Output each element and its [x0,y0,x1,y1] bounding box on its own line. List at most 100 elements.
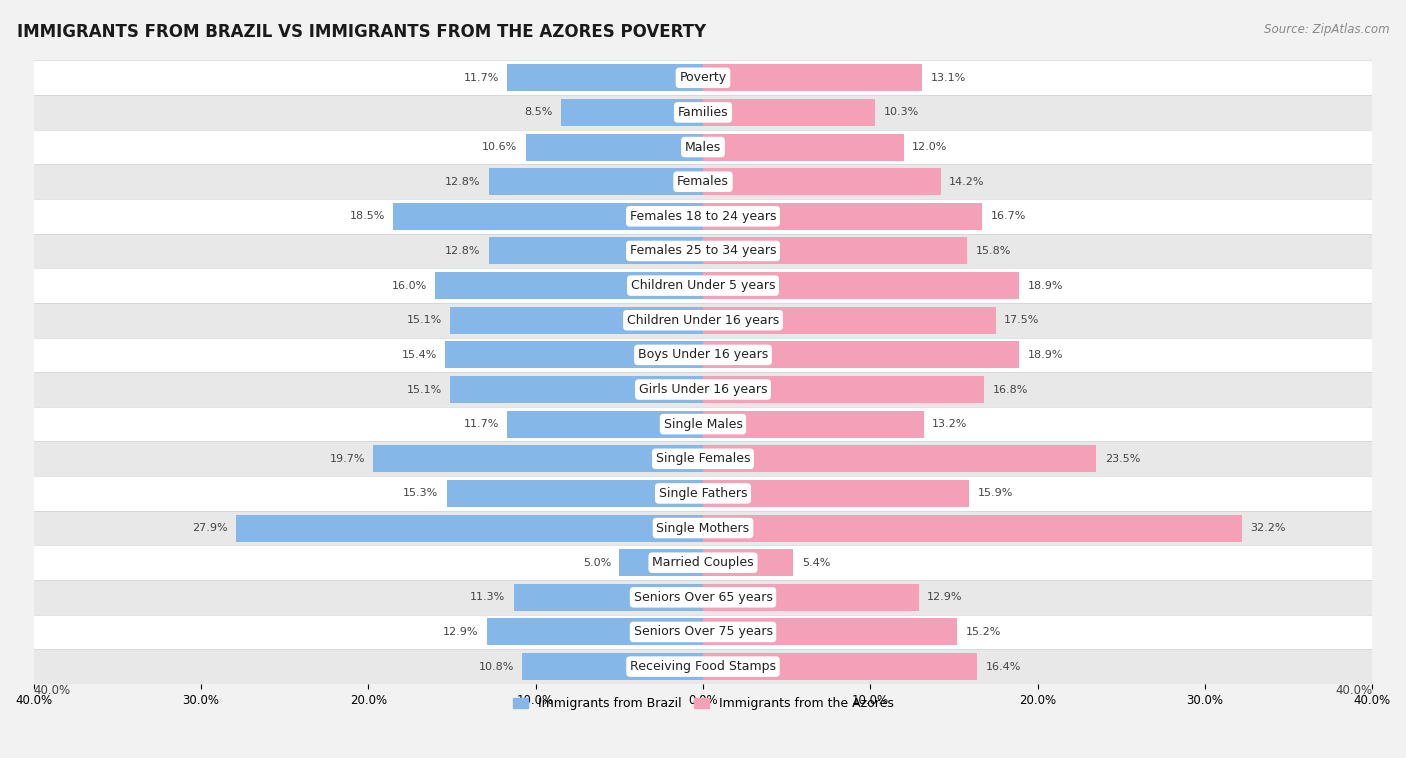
Text: Children Under 16 years: Children Under 16 years [627,314,779,327]
Bar [489,237,703,265]
Text: 5.0%: 5.0% [582,558,612,568]
Bar [34,61,1372,95]
Bar [619,550,703,576]
Text: 12.9%: 12.9% [928,592,963,603]
Bar [34,130,1372,164]
Text: 27.9%: 27.9% [193,523,228,533]
Text: Single Fathers: Single Fathers [659,487,747,500]
Text: 10.8%: 10.8% [478,662,513,672]
Text: Boys Under 16 years: Boys Under 16 years [638,349,768,362]
Text: Single Males: Single Males [664,418,742,431]
Text: 5.4%: 5.4% [801,558,830,568]
Bar [703,203,983,230]
Bar [703,376,984,403]
Text: Receiving Food Stamps: Receiving Food Stamps [630,660,776,673]
Bar [486,619,703,646]
Text: 15.1%: 15.1% [406,384,441,394]
Bar [703,445,1097,472]
Text: Single Mothers: Single Mothers [657,522,749,534]
Text: 15.8%: 15.8% [976,246,1011,256]
Bar [394,203,703,230]
Bar [446,341,703,368]
Bar [236,515,703,541]
Text: Males: Males [685,140,721,154]
Bar [34,233,1372,268]
Text: 12.8%: 12.8% [444,177,481,186]
Text: 11.3%: 11.3% [470,592,506,603]
Text: 18.5%: 18.5% [350,211,385,221]
Text: 32.2%: 32.2% [1250,523,1285,533]
Text: 15.4%: 15.4% [402,350,437,360]
Text: 40.0%: 40.0% [34,684,70,697]
Bar [703,307,995,334]
Text: 15.2%: 15.2% [966,627,1001,637]
Bar [374,445,703,472]
Text: 13.2%: 13.2% [932,419,967,429]
Text: 13.1%: 13.1% [931,73,966,83]
Text: 14.2%: 14.2% [949,177,984,186]
Text: 16.7%: 16.7% [991,211,1026,221]
Bar [34,303,1372,337]
Text: Females: Females [678,175,728,188]
Text: Seniors Over 75 years: Seniors Over 75 years [634,625,772,638]
Text: 15.3%: 15.3% [404,488,439,499]
Text: Females 18 to 24 years: Females 18 to 24 years [630,210,776,223]
Text: 12.0%: 12.0% [912,142,948,152]
Bar [703,619,957,646]
Text: 17.5%: 17.5% [1004,315,1039,325]
Bar [703,99,876,126]
Bar [526,133,703,161]
Text: 16.4%: 16.4% [986,662,1021,672]
Text: 15.9%: 15.9% [977,488,1012,499]
Legend: Immigrants from Brazil, Immigrants from the Azores: Immigrants from Brazil, Immigrants from … [508,692,898,715]
Text: Poverty: Poverty [679,71,727,84]
Bar [703,550,793,576]
Bar [703,64,922,91]
Text: 10.3%: 10.3% [884,108,920,117]
Bar [561,99,703,126]
Bar [34,199,1372,233]
Bar [508,64,703,91]
Text: Families: Families [678,106,728,119]
Bar [34,476,1372,511]
Bar [703,480,969,507]
Text: IMMIGRANTS FROM BRAZIL VS IMMIGRANTS FROM THE AZORES POVERTY: IMMIGRANTS FROM BRAZIL VS IMMIGRANTS FRO… [17,23,706,41]
Bar [703,411,924,437]
Bar [34,372,1372,407]
Bar [34,164,1372,199]
Bar [34,615,1372,650]
Bar [703,341,1019,368]
Bar [703,168,941,196]
Text: Single Females: Single Females [655,453,751,465]
Text: Girls Under 16 years: Girls Under 16 years [638,383,768,396]
Text: 8.5%: 8.5% [524,108,553,117]
Bar [34,407,1372,441]
Bar [513,584,703,611]
Bar [703,237,967,265]
Bar [703,133,904,161]
Text: 18.9%: 18.9% [1028,280,1063,290]
Bar [34,441,1372,476]
Bar [34,268,1372,303]
Bar [522,653,703,680]
Bar [447,480,703,507]
Bar [450,376,703,403]
Text: Married Couples: Married Couples [652,556,754,569]
Bar [703,515,1241,541]
Text: 11.7%: 11.7% [464,419,499,429]
Bar [34,337,1372,372]
Text: 40.0%: 40.0% [1336,684,1372,697]
Text: 23.5%: 23.5% [1105,454,1140,464]
Bar [450,307,703,334]
Bar [703,653,977,680]
Bar [436,272,703,299]
Text: Source: ZipAtlas.com: Source: ZipAtlas.com [1264,23,1389,36]
Bar [508,411,703,437]
Text: 16.0%: 16.0% [392,280,427,290]
Bar [34,95,1372,130]
Bar [34,650,1372,684]
Text: 19.7%: 19.7% [329,454,366,464]
Text: Seniors Over 65 years: Seniors Over 65 years [634,590,772,604]
Text: 11.7%: 11.7% [464,73,499,83]
Bar [703,272,1019,299]
